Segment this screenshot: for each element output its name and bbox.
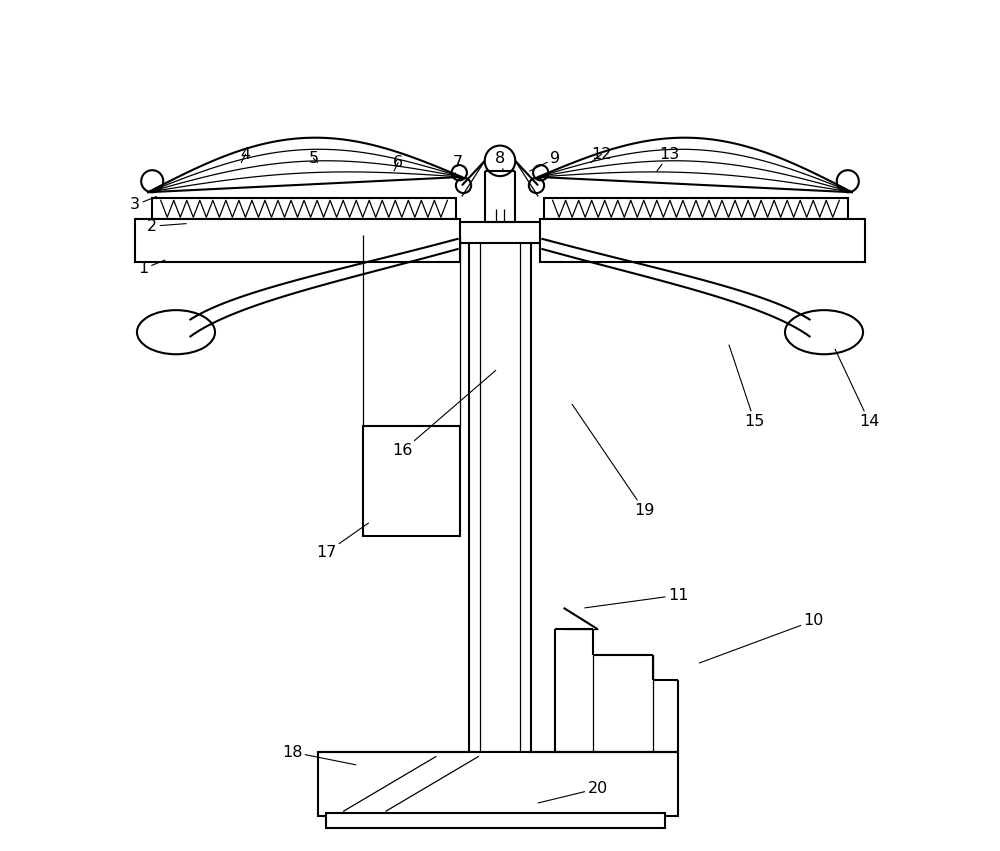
Text: 13: 13 (657, 146, 680, 171)
Bar (326, 814, 665, 828)
Text: 8: 8 (495, 151, 505, 171)
Text: 4: 4 (240, 146, 251, 163)
Text: 11: 11 (585, 588, 688, 608)
Text: 6: 6 (393, 155, 403, 171)
Bar (445, 222, 555, 243)
Text: 18: 18 (282, 745, 356, 765)
Text: 19: 19 (572, 404, 654, 517)
Text: 20: 20 (538, 781, 608, 803)
Bar (363, 426, 460, 536)
Bar (544, 198, 848, 220)
Text: 1: 1 (139, 260, 165, 276)
Text: 15: 15 (729, 345, 765, 429)
Text: 12: 12 (591, 146, 612, 163)
Bar (540, 220, 865, 262)
Text: 3: 3 (130, 197, 156, 213)
Text: 16: 16 (392, 370, 496, 459)
Bar (318, 752, 678, 815)
Bar (152, 198, 456, 220)
Text: 9: 9 (530, 151, 560, 171)
Text: 10: 10 (699, 613, 824, 663)
Text: 7: 7 (453, 155, 463, 175)
Text: 17: 17 (316, 523, 369, 560)
Text: 5: 5 (308, 151, 318, 166)
Text: 14: 14 (835, 349, 879, 429)
Bar (135, 220, 460, 262)
Text: 2: 2 (147, 219, 186, 234)
Bar (469, 235, 531, 752)
